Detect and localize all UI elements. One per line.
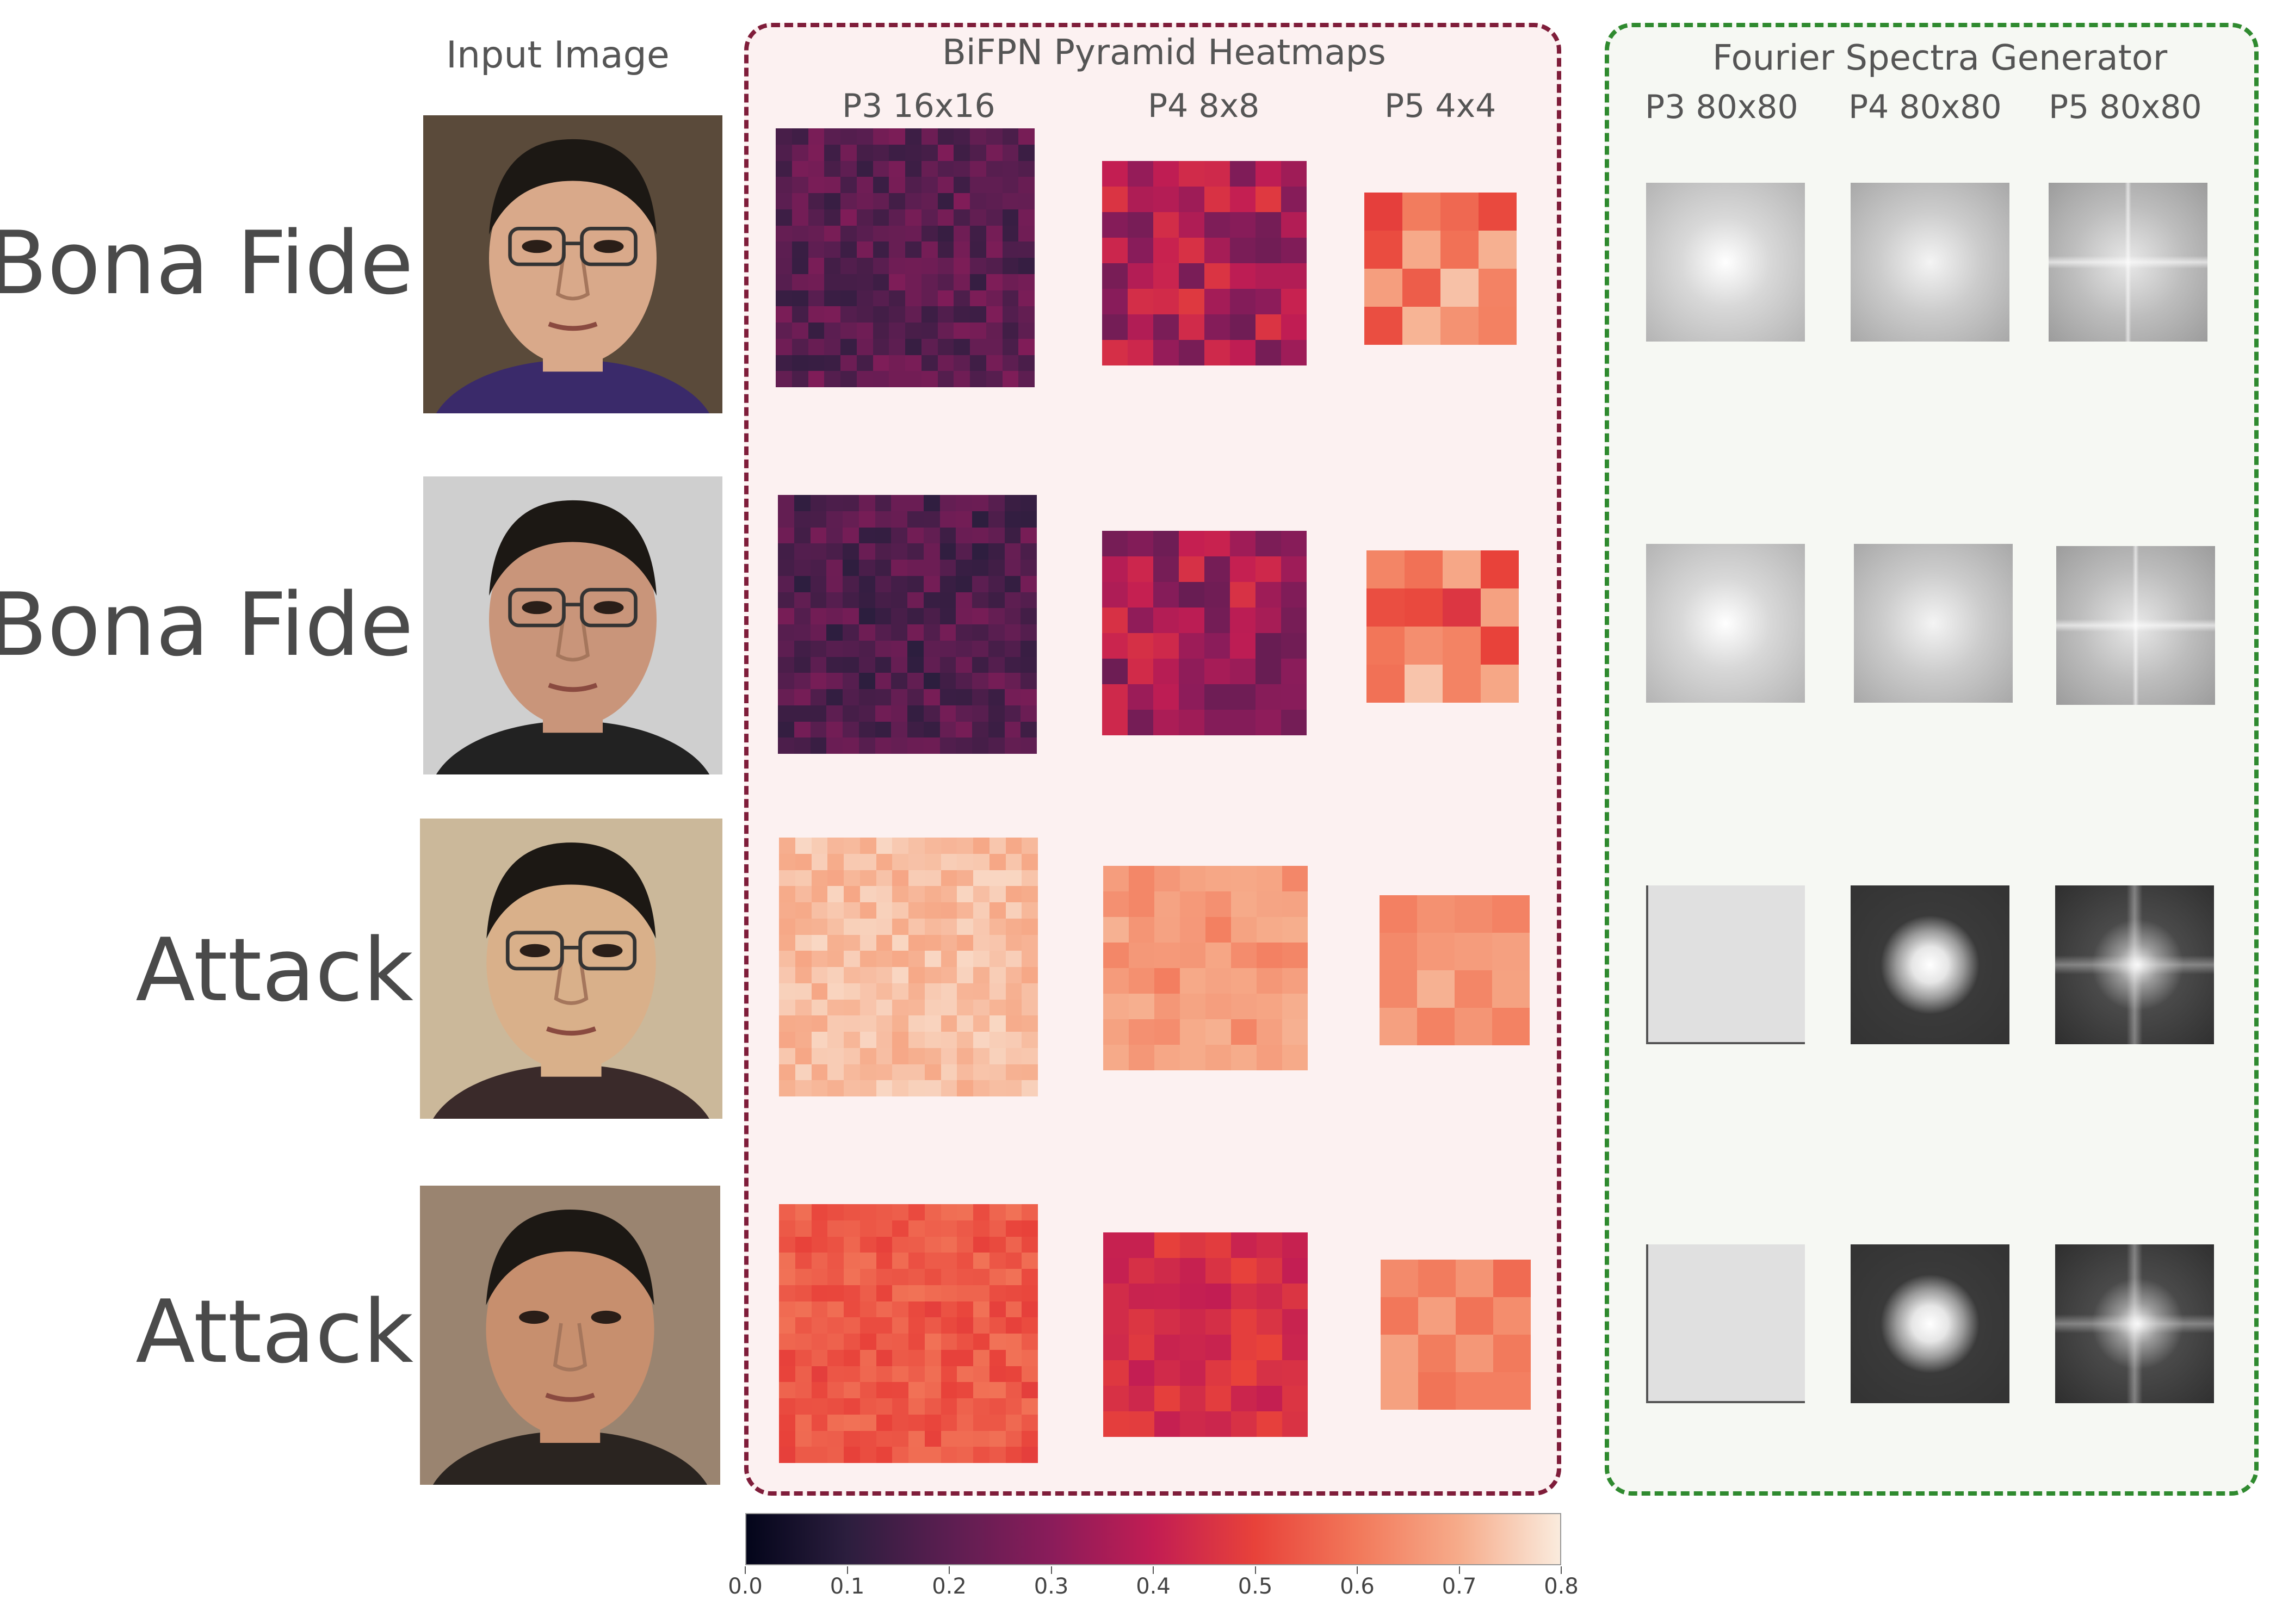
colorbar-tick [1050,1566,1052,1574]
fourier-header: Fourier Spectra Generator [1712,38,2168,78]
bifpn-col-p5: P5 4x4 [1384,87,1496,125]
colorbar-tick-label: 0.8 [1544,1574,1579,1599]
fourier-col-p4: P4 80x80 [1848,88,2002,126]
fourier-col-p5: P5 80x80 [2049,88,2202,126]
row-label-2: Bona Fide [0,574,413,675]
heatmap-row4-p3 [779,1204,1038,1463]
spectrum-row1-p4 [1851,183,2009,342]
colorbar-tick [1153,1566,1154,1574]
input-image-4 [420,1186,720,1485]
input-image-header: Input Image [446,34,670,77]
heatmap-row1-p4 [1102,161,1307,365]
colorbar-tick [1561,1566,1562,1574]
spectrum-row4-p4 [1851,1244,2009,1403]
spectrum-row2-p3 [1646,544,1805,703]
colorbar-tick-label: 0.4 [1136,1574,1171,1599]
bifpn-col-p3: P3 16x16 [842,87,995,125]
heatmap-row1-p5 [1364,193,1517,345]
colorbar-tick-label: 0.0 [728,1574,763,1599]
colorbar-tick-label: 0.3 [1034,1574,1069,1599]
spectrum-row3-p4 [1851,885,2009,1044]
colorbar [745,1513,1561,1565]
fourier-col-p3: P3 80x80 [1645,88,1798,126]
spectrum-row3-p3 [1646,885,1805,1044]
heatmap-row3-p4 [1103,866,1308,1070]
input-image-3 [420,819,722,1119]
colorbar-tick-label: 0.7 [1442,1574,1477,1599]
colorbar-tick [949,1566,950,1574]
heatmap-row1-p3 [776,128,1035,387]
bifpn-col-p4: P4 8x8 [1148,87,1260,125]
heatmap-row3-p5 [1380,895,1530,1045]
spectrum-row4-p3 [1646,1244,1805,1403]
colorbar-tick-label: 0.6 [1340,1574,1375,1599]
colorbar-tick-label: 0.2 [932,1574,967,1599]
colorbar-tick [1254,1566,1256,1574]
row-label-1: Bona Fide [0,212,413,314]
heatmap-row2-p5 [1366,550,1519,703]
spectrum-row1-p3 [1646,183,1805,342]
input-image-1 [423,115,722,413]
row-labels: Bona Fide Bona Fide Attack Attack [0,0,413,1624]
bifpn-header: BiFPN Pyramid Heatmaps [942,33,1386,73]
spectrum-row4-p5 [2055,1244,2214,1403]
row-label-3: Attack [135,919,413,1021]
colorbar-tick [1458,1566,1460,1574]
spectrum-row2-p4 [1854,544,2013,703]
colorbar-tick-label: 0.5 [1238,1574,1273,1599]
heatmap-row4-p5 [1381,1260,1531,1410]
spectrum-row1-p5 [2049,183,2207,342]
input-image-2 [423,476,722,774]
colorbar-tick-label: 0.1 [830,1574,865,1599]
heatmap-row2-p4 [1102,531,1307,735]
heatmap-row3-p3 [779,838,1038,1096]
spectrum-row3-p5 [2055,885,2214,1044]
colorbar-tick [745,1566,746,1574]
row-label-4: Attack [135,1281,413,1383]
spectrum-row2-p5 [2056,546,2215,705]
colorbar-tick [1357,1566,1358,1574]
heatmap-row4-p4 [1103,1232,1308,1437]
colorbar-tick [846,1566,848,1574]
heatmap-row2-p3 [778,495,1037,754]
